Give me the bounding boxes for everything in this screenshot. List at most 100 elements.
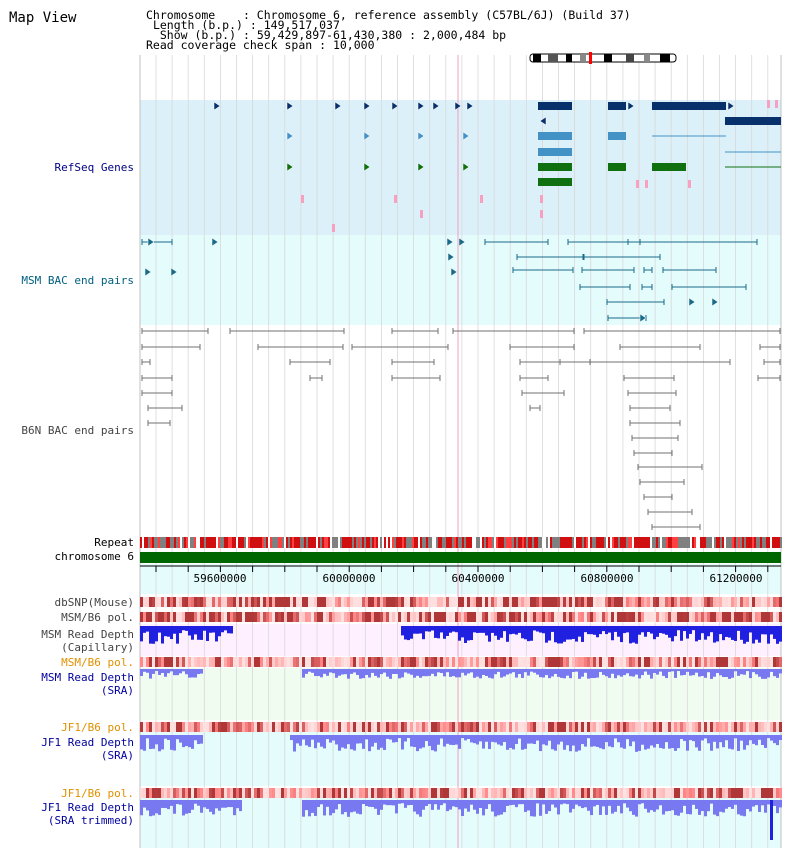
depth-bin: [707, 735, 710, 744]
pol-bin: [260, 722, 263, 732]
pol-bin: [443, 722, 446, 732]
pol-bin: [287, 722, 290, 732]
pol-bin: [557, 722, 560, 732]
depth-bin: [419, 626, 422, 634]
repeat-bin: [242, 537, 244, 548]
depth-bin: [752, 800, 755, 807]
depth-bin: [587, 669, 590, 679]
depth-bin: [554, 735, 557, 751]
pol-bin: [206, 612, 209, 622]
pol-bin: [476, 657, 479, 667]
pol-bin: [632, 657, 635, 667]
depth-bin: [320, 735, 323, 747]
depth-bin: [770, 626, 773, 635]
pol-bin: [734, 597, 737, 607]
pol-bin: [272, 722, 275, 732]
pol-bin: [740, 657, 743, 667]
pol-bin: [389, 612, 392, 622]
pol-bin: [608, 597, 611, 607]
pol-bin: [296, 597, 299, 607]
depth-bin: [698, 800, 701, 815]
gene-marker: [213, 101, 221, 111]
pol-bin: [374, 788, 377, 798]
pol-bin: [392, 657, 395, 667]
pol-bin: [449, 788, 452, 798]
repeat-bin: [746, 537, 748, 548]
pol-bin: [707, 788, 710, 798]
depth-bin: [587, 735, 590, 739]
pol-bin: [173, 612, 176, 622]
depth-bin: [182, 800, 185, 816]
depth-bin: [362, 669, 365, 679]
pol-bin: [449, 657, 452, 667]
depth-bin: [455, 800, 458, 808]
repeat-bin: [446, 537, 448, 548]
pol-bin: [725, 597, 728, 607]
depth-bin: [572, 626, 575, 639]
pol-bin: [704, 612, 707, 622]
pol-bin: [722, 597, 725, 607]
pol-bin: [410, 612, 413, 622]
pol-bin: [206, 722, 209, 732]
depth-bin: [482, 626, 485, 633]
repeat-bin: [480, 537, 482, 548]
depth-bin: [473, 626, 476, 633]
pol-bin: [455, 788, 458, 798]
pol-bin: [710, 597, 713, 607]
repeat-bin: [186, 537, 188, 548]
pol-bin: [587, 788, 590, 798]
gene-marker: [462, 131, 470, 141]
pol-bin: [656, 612, 659, 622]
pol-bin: [776, 612, 779, 622]
depth-bin: [701, 669, 704, 676]
pol-bin: [770, 722, 773, 732]
pol-bin: [626, 597, 629, 607]
pol-bin: [467, 612, 470, 622]
pol-bin: [152, 788, 155, 798]
chromosome-ideogram[interactable]: [529, 52, 677, 64]
pol-bin: [497, 597, 500, 607]
depth-bin: [368, 800, 371, 807]
depth-bin: [383, 735, 386, 750]
pol-bin: [332, 597, 335, 607]
pol-bin: [533, 612, 536, 622]
depth-bin: [680, 735, 683, 740]
depth-bin: [722, 669, 725, 677]
pol-bin: [428, 788, 431, 798]
depth-bin: [743, 626, 746, 644]
repeat-bin: [290, 537, 292, 548]
pol-bin: [446, 657, 449, 667]
depth-bin: [407, 735, 410, 739]
repeat-bin: [140, 537, 142, 548]
pol-bin: [542, 788, 545, 798]
pol-bin: [500, 597, 503, 607]
pol-bin: [452, 597, 455, 607]
depth-bin: [581, 669, 584, 677]
pol-bin: [401, 788, 404, 798]
depth-bin: [407, 626, 410, 641]
depth-bin: [164, 800, 167, 809]
depth-bin: [314, 800, 317, 816]
depth-bin: [461, 800, 464, 816]
track-label-chromosome: chromosome 6: [54, 550, 134, 563]
pol-bin: [380, 612, 383, 622]
pol-bin: [623, 788, 626, 798]
pol-bin: [587, 612, 590, 622]
pol-bin: [716, 657, 719, 667]
pol-bin: [218, 612, 221, 622]
depth-bin: [569, 800, 572, 813]
pol-bin: [185, 657, 188, 667]
pol-bin: [356, 788, 359, 798]
pol-bin: [320, 788, 323, 798]
repeat-bin: [598, 537, 600, 548]
pol-bin: [311, 657, 314, 667]
depth-bin: [365, 735, 368, 740]
pol-bin: [392, 597, 395, 607]
depth-bin: [206, 626, 209, 641]
pol-bin: [311, 722, 314, 732]
depth-bin: [605, 735, 608, 743]
pol-bin: [779, 612, 782, 622]
repeat-bin: [280, 537, 282, 548]
pol-bin: [260, 788, 263, 798]
